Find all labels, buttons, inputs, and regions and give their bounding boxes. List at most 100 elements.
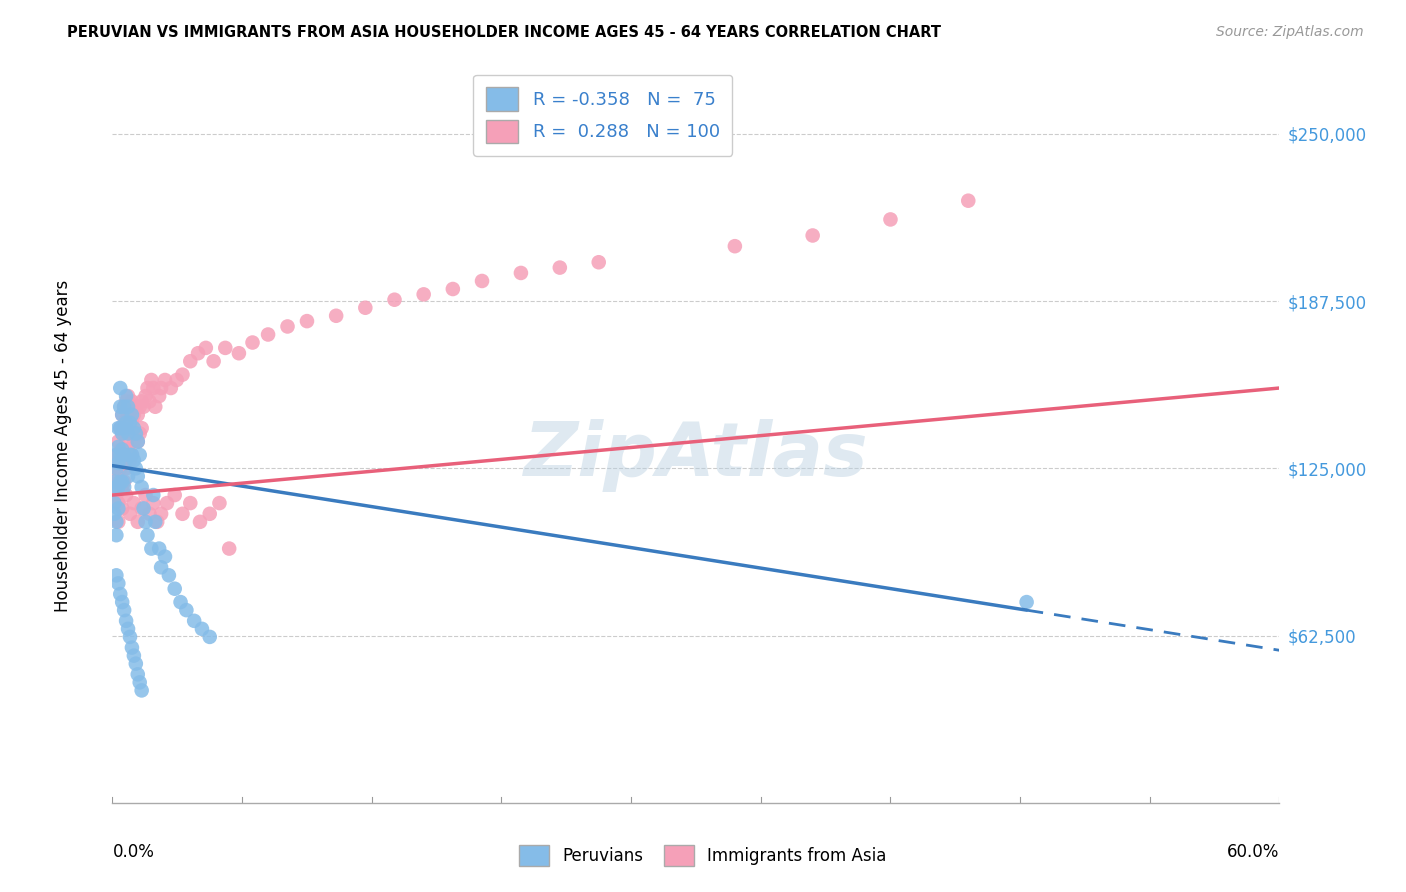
Point	[176, 603, 198, 617]
Point	[105, 480, 128, 494]
Point	[110, 400, 132, 414]
Point	[169, 595, 191, 609]
Point	[172, 368, 194, 382]
Point	[110, 587, 132, 601]
Point	[127, 667, 149, 681]
Point	[141, 373, 163, 387]
Point	[588, 255, 610, 269]
Point	[509, 266, 531, 280]
Point	[112, 421, 135, 435]
Point	[166, 373, 188, 387]
Point	[105, 448, 128, 462]
Point	[131, 421, 153, 435]
Point	[295, 314, 318, 328]
Point	[105, 528, 128, 542]
Point	[117, 389, 139, 403]
Point	[957, 194, 980, 208]
Point	[105, 568, 128, 582]
Point	[146, 515, 169, 529]
Point	[107, 576, 129, 591]
Point	[135, 488, 157, 502]
Point	[188, 515, 211, 529]
Point	[115, 413, 138, 427]
Text: PERUVIAN VS IMMIGRANTS FROM ASIA HOUSEHOLDER INCOME AGES 45 - 64 YEARS CORRELATI: PERUVIAN VS IMMIGRANTS FROM ASIA HOUSEHO…	[67, 25, 942, 40]
Point	[138, 394, 160, 409]
Point	[141, 541, 163, 556]
Point	[127, 434, 149, 449]
Point	[105, 461, 128, 475]
Point	[150, 507, 173, 521]
Point	[115, 416, 138, 430]
Text: 60.0%: 60.0%	[1227, 843, 1279, 861]
Point	[153, 373, 176, 387]
Point	[148, 389, 170, 403]
Point	[105, 448, 128, 462]
Point	[183, 614, 205, 628]
Point	[117, 400, 139, 414]
Point	[131, 480, 153, 494]
Point	[103, 507, 125, 521]
Point	[115, 488, 138, 502]
Point	[110, 448, 132, 462]
Point	[121, 448, 143, 462]
Point	[160, 381, 183, 395]
Point	[242, 335, 264, 350]
Point	[354, 301, 377, 315]
Point	[384, 293, 406, 307]
Point	[194, 341, 217, 355]
Point	[257, 327, 280, 342]
Point	[125, 426, 148, 441]
Point	[121, 640, 143, 655]
Point	[801, 228, 824, 243]
Point	[117, 426, 139, 441]
Point	[214, 341, 236, 355]
Point	[117, 442, 139, 457]
Point	[122, 648, 145, 663]
Point	[115, 461, 138, 475]
Point	[118, 400, 141, 414]
Point	[276, 319, 298, 334]
Point	[115, 434, 138, 449]
Point	[122, 496, 145, 510]
Point	[107, 480, 129, 494]
Point	[103, 461, 125, 475]
Point	[107, 456, 129, 470]
Point	[118, 453, 141, 467]
Point	[441, 282, 464, 296]
Point	[118, 426, 141, 441]
Point	[131, 683, 153, 698]
Point	[548, 260, 571, 275]
Point	[138, 507, 160, 521]
Point	[142, 496, 165, 510]
Point	[115, 614, 138, 628]
Point	[121, 416, 143, 430]
Point	[111, 408, 134, 422]
Point	[118, 448, 141, 462]
Point	[115, 389, 138, 403]
Point	[111, 426, 134, 441]
Point	[111, 595, 134, 609]
Point	[218, 541, 240, 556]
Point	[150, 381, 173, 395]
Point	[115, 453, 138, 467]
Point	[110, 480, 132, 494]
Point	[125, 657, 148, 671]
Point	[135, 389, 157, 403]
Point	[107, 421, 129, 435]
Point	[112, 442, 135, 457]
Point	[110, 475, 132, 489]
Point	[150, 560, 173, 574]
Point	[110, 461, 132, 475]
Point	[191, 622, 214, 636]
Point	[121, 394, 143, 409]
Point	[128, 448, 150, 462]
Point	[143, 515, 166, 529]
Point	[115, 394, 138, 409]
Legend: R = -0.358   N =  75, R =  0.288   N = 100: R = -0.358 N = 75, R = 0.288 N = 100	[472, 75, 733, 155]
Point	[142, 488, 165, 502]
Point	[125, 400, 148, 414]
Point	[105, 469, 128, 483]
Point	[122, 408, 145, 422]
Point	[127, 469, 149, 483]
Point	[112, 400, 135, 414]
